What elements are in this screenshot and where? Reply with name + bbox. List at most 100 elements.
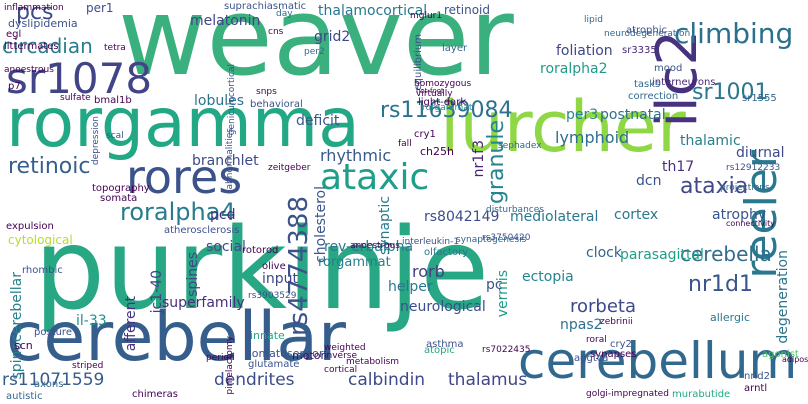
word: cerebellum (518, 332, 798, 390)
word: per3 (566, 107, 599, 123)
word: sr1078 (6, 54, 153, 103)
word: rotorod (242, 245, 279, 256)
word: p7 (8, 81, 21, 92)
word: homozygous (414, 79, 472, 89)
word: nr1f3 (471, 140, 487, 178)
word: inverse (324, 351, 357, 361)
word: layer (442, 43, 468, 54)
word: lipid (584, 15, 603, 25)
word: littermates (4, 41, 59, 52)
word: expulsion (6, 221, 54, 232)
word: per1 (86, 1, 114, 15)
word: branchlet (192, 153, 259, 169)
word: nrld2 (744, 371, 770, 382)
word: asthma (426, 339, 464, 350)
word: cry2 (610, 339, 632, 350)
word: rores (126, 150, 243, 204)
word: jc1-40 (149, 270, 165, 314)
word: per2 (304, 47, 325, 57)
word: calbindin (348, 370, 426, 390)
word: metabolism (346, 357, 400, 367)
word: suprachiasmatic (224, 1, 307, 12)
word: murabutide (672, 389, 731, 400)
word: rs4774388 (284, 196, 314, 337)
word: adipose (782, 355, 808, 364)
word: degeneration (775, 250, 791, 344)
word: abnormalities (225, 128, 235, 190)
word: tetra (104, 43, 126, 53)
word: scal (106, 131, 124, 141)
word: roralpha4 (120, 198, 236, 226)
word: sr1555 (742, 93, 777, 104)
word: sr1001 (692, 80, 769, 105)
word: anoestrous (350, 241, 400, 251)
word: rorgamma (6, 84, 360, 163)
word: mood (654, 63, 683, 74)
word: rs8042149 (424, 209, 500, 225)
word: innate (250, 329, 285, 342)
word: atopic (424, 345, 455, 356)
word: behavioral (250, 99, 303, 110)
word: cortical (324, 365, 358, 375)
word: egl (6, 29, 22, 40)
word: diurnal (736, 145, 785, 161)
word: granule (484, 120, 509, 205)
word: golgi-impregnated (586, 389, 669, 399)
word: rs3903529 (248, 291, 297, 301)
word: rs12912233 (726, 163, 781, 173)
word: thalamus (448, 370, 528, 390)
word: synapses (590, 349, 637, 360)
word: lymphoid (555, 128, 630, 147)
word: rs3750420 (482, 233, 531, 243)
word: glutamate (248, 359, 300, 370)
word: pcd (210, 207, 236, 223)
word: snps (256, 87, 277, 97)
word: ataxia (680, 174, 749, 199)
word: cry1 (414, 129, 436, 140)
word: mglur1 (410, 11, 443, 21)
word: somata (100, 193, 138, 204)
word: deficit (296, 113, 340, 129)
word: light-dark (418, 97, 467, 108)
word: neurodegeneration (604, 29, 691, 39)
word: somatosensory (246, 347, 330, 360)
word: chimeras (132, 389, 178, 400)
word: spines (185, 252, 201, 297)
word: parasagittal (620, 247, 704, 263)
word: weaver (118, 0, 514, 100)
word: sephadex (498, 141, 542, 151)
word: spinocerebellar (9, 272, 25, 380)
word: superfamily (162, 295, 245, 311)
word: npas2 (560, 317, 603, 333)
word: melatonin (190, 13, 261, 29)
word: mediolateral (510, 209, 599, 225)
word: olfactory (424, 247, 469, 258)
word: virtually (416, 89, 453, 99)
word: aggtca (574, 353, 609, 364)
word: agonist (762, 349, 799, 360)
word: lobules (194, 93, 245, 109)
word: atrophic (626, 25, 668, 36)
word: allergic (710, 311, 751, 324)
word: day (276, 9, 293, 19)
word: cytological (8, 233, 73, 247)
word: lurcher (440, 86, 686, 168)
word: bmal1b (94, 95, 132, 106)
word: topography (92, 183, 150, 194)
word: autistic (6, 391, 43, 402)
word: ataxic (320, 157, 430, 198)
word: th17 (662, 159, 695, 175)
word: cns (268, 27, 284, 37)
word: rev-erbalpha (324, 239, 414, 255)
word: ectopia (522, 269, 574, 285)
word: anoestrous (4, 65, 54, 75)
word: rorgammat (318, 255, 391, 270)
word: period (206, 353, 235, 363)
word: interleukin-1 (402, 237, 460, 247)
word: circadian (2, 34, 93, 58)
word: hot-foot (416, 87, 444, 95)
word: foliation (556, 43, 613, 59)
word: rs11071559 (2, 370, 105, 390)
word: depression (91, 116, 101, 166)
